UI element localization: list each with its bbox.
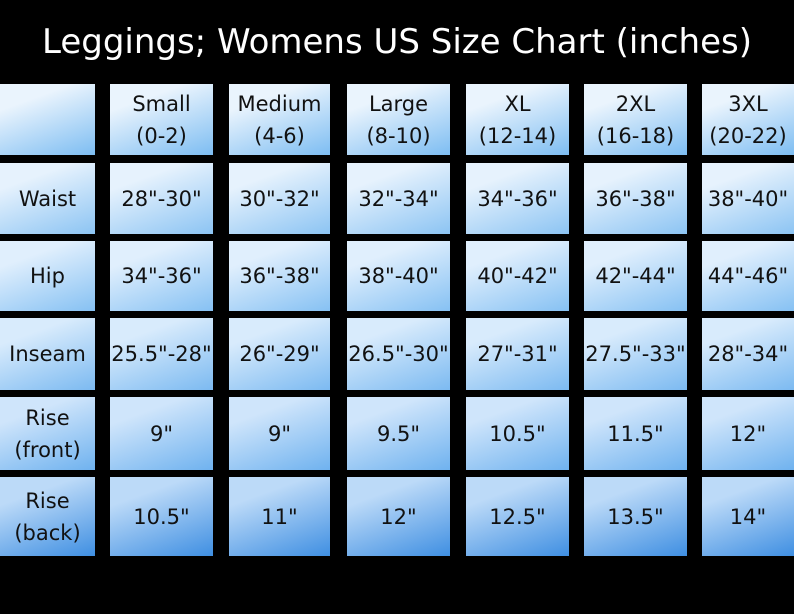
value-cell: 42"-44" [584, 241, 687, 311]
value-cell: 28"-34" [702, 318, 794, 390]
value-cell: 38"-40" [347, 241, 450, 311]
cell-text: 25.5"-28" [111, 342, 212, 366]
value-cell: 11.5" [584, 397, 687, 470]
cell-text: 12" [729, 421, 767, 446]
title: Leggings; Womens US Size Chart (inches) [0, 0, 794, 78]
cell-text: XL [504, 91, 531, 116]
value-cell: 27.5"-33" [584, 318, 687, 390]
cell-text: 34"-36" [121, 264, 202, 288]
cell-text: (back) [14, 520, 81, 545]
cell-text: Rise [25, 405, 70, 430]
cell-text: 10.5" [133, 504, 190, 529]
value-cell: 9" [110, 397, 213, 470]
cell-text: (4-6) [254, 123, 305, 148]
cell-text: 26.5"-30" [348, 342, 449, 366]
value-cell: 34"-36" [466, 163, 569, 234]
row-label: Waist [0, 163, 95, 234]
cell-text: (0-2) [136, 123, 187, 148]
column-header: XL (12-14) [466, 84, 569, 155]
cell-text: 42"-44" [595, 264, 676, 288]
value-cell: 14" [702, 477, 794, 556]
column-header: 2XL (16-18) [584, 84, 687, 155]
cell-text: 34"-36" [477, 186, 558, 211]
value-cell: 12" [347, 477, 450, 556]
cell-text: Hip [30, 264, 65, 288]
cell-text: 44"-46" [707, 264, 789, 288]
value-cell: 13.5" [584, 477, 687, 556]
cell-text: 36"-38" [595, 186, 676, 211]
cell-text: 11" [261, 504, 298, 529]
cell-text: (front) [14, 437, 81, 462]
cell-text: 10.5" [489, 421, 546, 446]
cell-text: 11.5" [607, 421, 664, 446]
row-label: Hip [0, 241, 95, 311]
value-cell: 40"-42" [466, 241, 569, 311]
value-cell: 32"-34" [347, 163, 450, 234]
row-label: Rise (back) [0, 477, 95, 556]
value-cell: 36"-38" [584, 163, 687, 234]
row-label: Rise (front) [0, 397, 95, 470]
value-cell: 11" [229, 477, 330, 556]
value-cell: 9.5" [347, 397, 450, 470]
column-header: Small (0-2) [110, 84, 213, 155]
cell-text: 26"-29" [239, 342, 320, 366]
cell-text: 9.5" [376, 421, 421, 446]
cell-text: 28"-30" [121, 186, 202, 211]
value-cell: 26"-29" [229, 318, 330, 390]
value-cell: 25.5"-28" [110, 318, 213, 390]
value-cell: 27"-31" [466, 318, 569, 390]
value-cell: 28"-30" [110, 163, 213, 234]
cell-text: 40"-42" [477, 264, 558, 288]
cell-text: Rise [25, 488, 70, 513]
cell-text: 27"-31" [477, 342, 558, 366]
cell-text: Waist [18, 186, 77, 211]
cell-text: 12.5" [489, 504, 546, 529]
cell-text: 27.5"-33" [585, 342, 686, 366]
cell-text: (16-18) [596, 123, 675, 148]
cell-text: 38"-40" [358, 264, 439, 288]
cell-text: 2XL [615, 91, 656, 116]
value-cell: 12" [702, 397, 794, 470]
cell-text: 30"-32" [239, 186, 320, 211]
cell-text: 12" [380, 504, 417, 529]
row-label: Inseam [0, 318, 95, 390]
value-cell: 10.5" [466, 397, 569, 470]
cell-text: 9" [149, 421, 174, 446]
cell-text: Large [368, 91, 429, 116]
value-cell: 44"-46" [702, 241, 794, 311]
cell-text: 14" [729, 504, 767, 529]
column-header: 3XL (20-22) [702, 84, 794, 155]
value-cell: 12.5" [466, 477, 569, 556]
value-cell: 9" [229, 397, 330, 470]
cell-text: 32"-34" [358, 186, 439, 211]
cell-text: 9" [267, 421, 292, 446]
cell-text: Inseam [9, 342, 86, 366]
column-header: Medium (4-6) [229, 84, 330, 155]
cell-text: Medium [237, 91, 322, 116]
cell-text: (20-22) [709, 123, 787, 148]
corner-cell [0, 84, 95, 155]
cell-text: 36"-38" [239, 264, 320, 288]
value-cell: 36"-38" [229, 241, 330, 311]
value-cell: 26.5"-30" [347, 318, 450, 390]
cell-text: 28"-34" [707, 342, 789, 366]
value-cell: 34"-36" [110, 241, 213, 311]
cell-text: (8-10) [366, 123, 431, 148]
cell-text: 13.5" [607, 504, 664, 529]
value-cell: 10.5" [110, 477, 213, 556]
column-header: Large (8-10) [347, 84, 450, 155]
cell-text: (12-14) [478, 123, 557, 148]
cell-text: 38"-40" [707, 186, 789, 211]
value-cell: 38"-40" [702, 163, 794, 234]
cell-text: 3XL [728, 91, 768, 116]
cell-text: Small [132, 91, 191, 116]
value-cell: 30"-32" [229, 163, 330, 234]
